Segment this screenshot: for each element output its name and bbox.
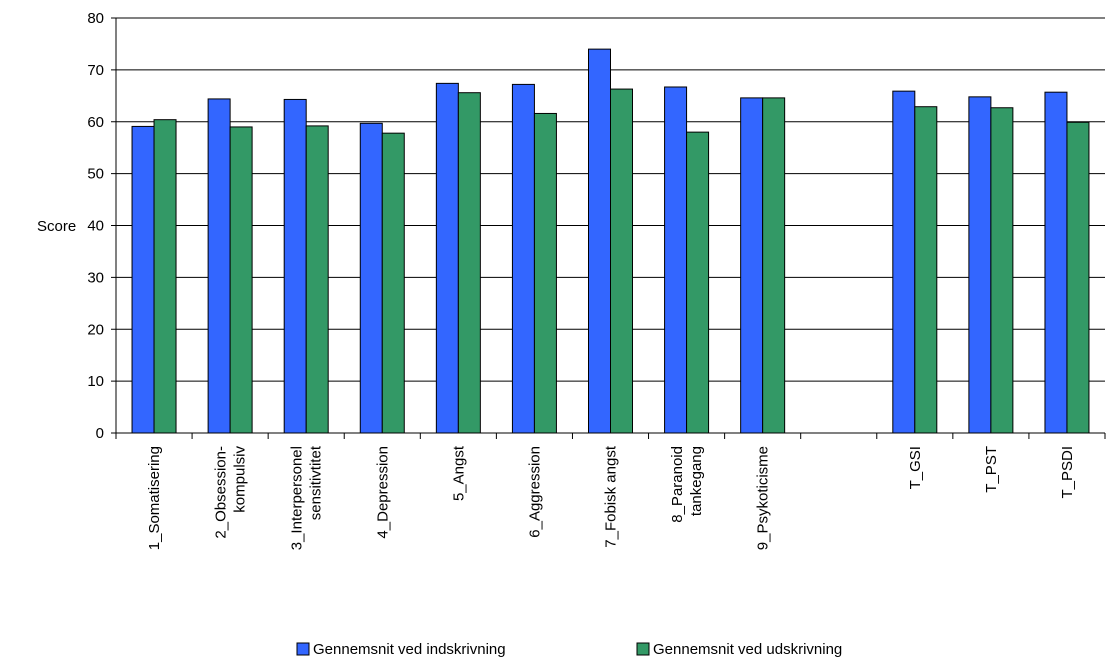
bar-series-2 [229,126,253,434]
bar-series-2 [762,97,786,434]
bar-series-1 [359,122,383,434]
x-category-label: T_GSI [907,446,924,489]
x-category-label: 2_Obsession- [213,446,230,539]
x-category-label: T_PSDI [1059,446,1076,499]
legend: Gennemsnit ved indskrivning Gennemsnit ve… [296,641,842,658]
bar-series-2 [533,112,557,434]
axes [111,17,1106,439]
bar-series-1 [968,96,992,434]
bar-series-2 [1066,121,1090,434]
x-category-label: 6_Aggression [526,446,543,538]
y-tick-label: 20 [87,321,104,338]
x-category-label: 8_Paranoid [669,446,686,523]
bar-series-1 [1044,91,1068,434]
bar-series-2 [990,107,1014,434]
x-category-label: 5_Angst [450,445,467,501]
x-category-label: kompulsiv [232,446,249,513]
bar-series-2 [381,132,405,434]
y-tick-label: 80 [87,10,104,27]
y-tick-label: 60 [87,114,104,131]
bar-series-2 [305,125,329,434]
x-category-label: T_PST [983,446,1000,493]
bar-series-2 [153,119,177,434]
bar-series-1 [892,90,916,434]
bar-series-1 [588,48,611,434]
x-category-label: 3_Interpersonel [289,446,306,550]
y-tick-label: 50 [87,166,104,183]
bar-series-1 [207,98,231,434]
legend-label-series-2: Gennemsnit ved udskrivning [653,641,842,658]
bar-series-1 [283,98,307,434]
legend-swatch-series-1 [296,642,310,656]
x-category-label: tankegang [688,446,705,516]
y-tick-label: 10 [87,373,104,390]
bar-series-2 [914,106,938,434]
bar-series-2 [686,131,710,434]
y-tick-label: 40 [87,218,104,235]
y-tick-label: 70 [87,62,104,79]
legend-swatch-series-2 [636,642,650,656]
legend-label-series-1: Gennemsnit ved indskrivning [313,641,506,658]
x-category-labels: 1_Somatisering 2_Obsession-kompulsiv 3_Int… [146,445,1076,550]
bar-series-1 [511,83,535,434]
bar-series-1 [664,86,688,434]
bar-series-1 [435,82,459,434]
bars [131,48,1090,434]
y-tick-label: 0 [96,425,104,442]
x-category-label: 4_Depression [374,446,391,539]
x-category-label: 1_Somatisering [146,446,163,550]
x-category-label: sensitivtitet [308,445,325,520]
x-category-label: 9_Psykoticisme [755,446,772,550]
y-axis-title: Score [37,218,76,235]
bar-series-2 [457,92,481,434]
bar-series-1 [131,125,155,434]
y-tick-label: 30 [87,269,104,286]
y-tick-labels: 0 10 20 30 40 50 60 70 80 [87,10,104,442]
bar-series-1 [740,97,764,434]
x-category-label: 7_Fobisk angst [603,445,620,548]
bar-series-2 [610,88,633,434]
